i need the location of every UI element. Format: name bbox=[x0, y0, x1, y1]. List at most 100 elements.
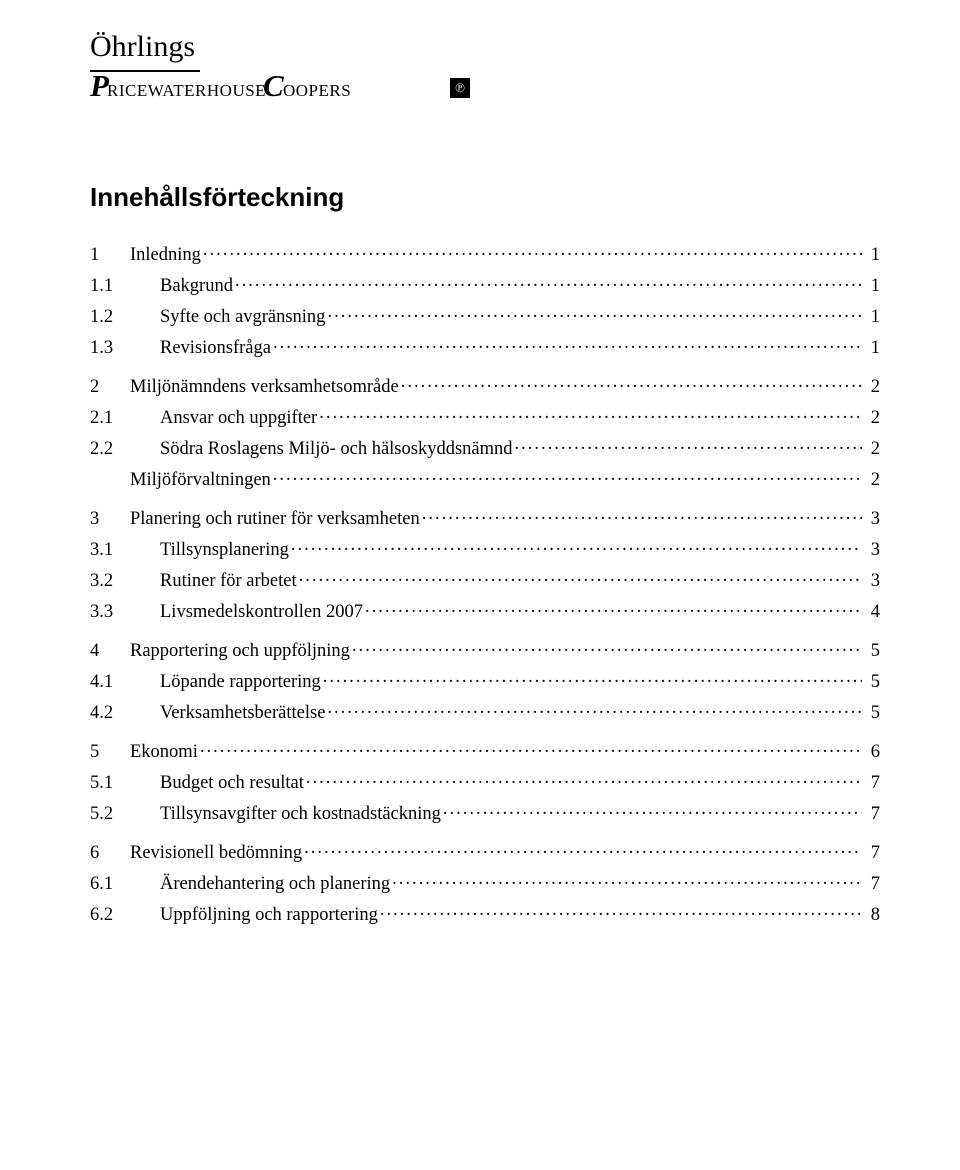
toc-entry-page: 5 bbox=[864, 642, 880, 661]
toc-leader-dots bbox=[319, 404, 862, 423]
toc-entry: 3Planering och rutiner för verksamheten3 bbox=[90, 505, 880, 528]
toc-leader-dots bbox=[304, 839, 862, 858]
toc-entry-label: Tillsynsavgifter och kostnadstäckning bbox=[160, 805, 441, 824]
toc-entry-number: 4 bbox=[90, 642, 130, 661]
toc-leader-dots bbox=[352, 637, 862, 656]
toc-leader-dots bbox=[203, 241, 862, 260]
pwc-wordmark: P RICEWATERHOUSE C OOPERS bbox=[90, 74, 440, 102]
pwc-logo-svg: P RICEWATERHOUSE C OOPERS bbox=[90, 74, 440, 102]
toc-entry-page: 7 bbox=[864, 875, 880, 894]
toc-leader-dots bbox=[401, 373, 862, 392]
toc-leader-dots bbox=[392, 870, 862, 889]
toc-entry: 2.2Södra Roslagens Miljö- och hälsoskydd… bbox=[90, 435, 880, 458]
company-logo: Öhrlings P RICEWATERHOUSE C OOPERS ℗ bbox=[90, 30, 880, 102]
toc-entry-number: 3.3 bbox=[90, 603, 160, 622]
toc-entry-label: Löpande rapportering bbox=[160, 673, 321, 692]
toc-entry: 4Rapportering och uppföljning 5 bbox=[90, 637, 880, 660]
toc-entry-label: Miljönämndens verksamhetsområde bbox=[130, 378, 399, 397]
toc-entry-number: 5 bbox=[90, 743, 130, 762]
toc-entry-page: 2 bbox=[864, 378, 880, 397]
toc-entry-page: 8 bbox=[864, 906, 880, 925]
svg-text:C: C bbox=[263, 74, 284, 102]
toc-entry: 6.1Ärendehantering och planering7 bbox=[90, 870, 880, 893]
toc-leader-dots bbox=[327, 699, 862, 718]
toc-entry: 6.2Uppföljning och rapportering8 bbox=[90, 901, 880, 924]
toc-leader-dots bbox=[327, 303, 862, 322]
toc-entry: 1.1Bakgrund1 bbox=[90, 272, 880, 295]
toc-entry-number: 2.2 bbox=[90, 440, 160, 459]
toc-entry: 5.1Budget och resultat 7 bbox=[90, 769, 880, 792]
toc-entry: 1.3Revisionsfråga1 bbox=[90, 334, 880, 357]
toc-leader-dots bbox=[299, 567, 862, 586]
toc-entry: 3.3Livsmedelskontrollen 2007 4 bbox=[90, 598, 880, 621]
toc-entry-page: 6 bbox=[864, 743, 880, 762]
table-of-contents: 1Inledning11.1Bakgrund11.2Syfte och avgr… bbox=[90, 241, 880, 924]
document-page: Öhrlings P RICEWATERHOUSE C OOPERS ℗ Inn… bbox=[0, 0, 960, 1170]
toc-entry-label: Tillsynsplanering bbox=[160, 541, 289, 560]
pwc-mark-icon: ℗ bbox=[450, 78, 470, 98]
toc-entry-label: Bakgrund bbox=[160, 277, 233, 296]
toc-entry-page: 1 bbox=[864, 246, 880, 265]
toc-leader-dots bbox=[200, 738, 862, 757]
toc-entry: 4.2Verksamhetsberättelse 5 bbox=[90, 699, 880, 722]
toc-entry-label: Budget och resultat bbox=[160, 774, 304, 793]
toc-entry-label: Miljöförvaltningen bbox=[130, 471, 271, 490]
toc-entry-number: 3.1 bbox=[90, 541, 160, 560]
page-title: Innehållsförteckning bbox=[90, 182, 880, 213]
toc-entry-label: Syfte och avgränsning bbox=[160, 308, 325, 327]
toc-entry: 6Revisionell bedömning 7 bbox=[90, 839, 880, 862]
toc-entry-page: 3 bbox=[864, 510, 880, 529]
toc-entry: 2Miljönämndens verksamhetsområde2 bbox=[90, 373, 880, 396]
toc-entry-label: Verksamhetsberättelse bbox=[160, 704, 325, 723]
toc-entry: 3.1Tillsynsplanering 3 bbox=[90, 536, 880, 559]
toc-entry-number: 6 bbox=[90, 844, 130, 863]
toc-entry-page: 5 bbox=[864, 704, 880, 723]
toc-entry-number: 3 bbox=[90, 510, 130, 529]
toc-entry-page: 7 bbox=[864, 805, 880, 824]
toc-leader-dots bbox=[515, 435, 862, 454]
toc-entry-page: 3 bbox=[864, 572, 880, 591]
toc-entry-page: 5 bbox=[864, 673, 880, 692]
toc-entry: 5.2Tillsynsavgifter och kostnadstäckning… bbox=[90, 800, 880, 823]
toc-entry-page: 7 bbox=[864, 844, 880, 863]
toc-entry-label: Rutiner för arbetet bbox=[160, 572, 297, 591]
toc-entry-label: Inledning bbox=[130, 246, 201, 265]
toc-entry-number: 1.2 bbox=[90, 308, 160, 327]
toc-leader-dots bbox=[273, 466, 862, 485]
toc-entry: 2.1Ansvar och uppgifter2 bbox=[90, 404, 880, 427]
toc-entry-label: Ekonomi bbox=[130, 743, 198, 762]
toc-leader-dots bbox=[306, 769, 862, 788]
toc-entry-label: Ansvar och uppgifter bbox=[160, 409, 317, 428]
toc-entry-page: 7 bbox=[864, 774, 880, 793]
logo-top-text: Öhrlings bbox=[90, 30, 880, 64]
toc-leader-dots bbox=[443, 800, 862, 819]
toc-leader-dots bbox=[235, 272, 862, 291]
toc-entry: 5Ekonomi 6 bbox=[90, 738, 880, 761]
toc-entry-label: Livsmedelskontrollen 2007 bbox=[160, 603, 363, 622]
svg-text:RICEWATERHOUSE: RICEWATERHOUSE bbox=[107, 81, 266, 100]
toc-entry-number: 2.1 bbox=[90, 409, 160, 428]
toc-entry: 1.2Syfte och avgränsning1 bbox=[90, 303, 880, 326]
toc-entry-number: 5.1 bbox=[90, 774, 160, 793]
toc-leader-dots bbox=[323, 668, 862, 687]
toc-entry-label: Revisionsfråga bbox=[160, 339, 271, 358]
toc-entry-label: Planering och rutiner för verksamheten bbox=[130, 510, 420, 529]
toc-leader-dots bbox=[273, 334, 862, 353]
svg-text:OOPERS: OOPERS bbox=[283, 81, 351, 100]
logo-divider bbox=[90, 70, 200, 72]
toc-entry-number: 1.1 bbox=[90, 277, 160, 296]
toc-entry-label: Revisionell bedömning bbox=[130, 844, 302, 863]
toc-entry-label: Rapportering och uppföljning bbox=[130, 642, 350, 661]
toc-entry-page: 4 bbox=[864, 603, 880, 622]
toc-entry-number: 1 bbox=[90, 246, 130, 265]
toc-entry-page: 3 bbox=[864, 541, 880, 560]
toc-leader-dots bbox=[380, 901, 862, 920]
toc-entry: 1Inledning1 bbox=[90, 241, 880, 264]
toc-entry-number: 4.1 bbox=[90, 673, 160, 692]
toc-entry-number: 3.2 bbox=[90, 572, 160, 591]
toc-entry: 4.1Löpande rapportering 5 bbox=[90, 668, 880, 691]
toc-entry-label: Södra Roslagens Miljö- och hälsoskyddsnä… bbox=[160, 440, 513, 459]
toc-entry-number: 5.2 bbox=[90, 805, 160, 824]
toc-entry-number: 4.2 bbox=[90, 704, 160, 723]
toc-entry-number: 1.3 bbox=[90, 339, 160, 358]
